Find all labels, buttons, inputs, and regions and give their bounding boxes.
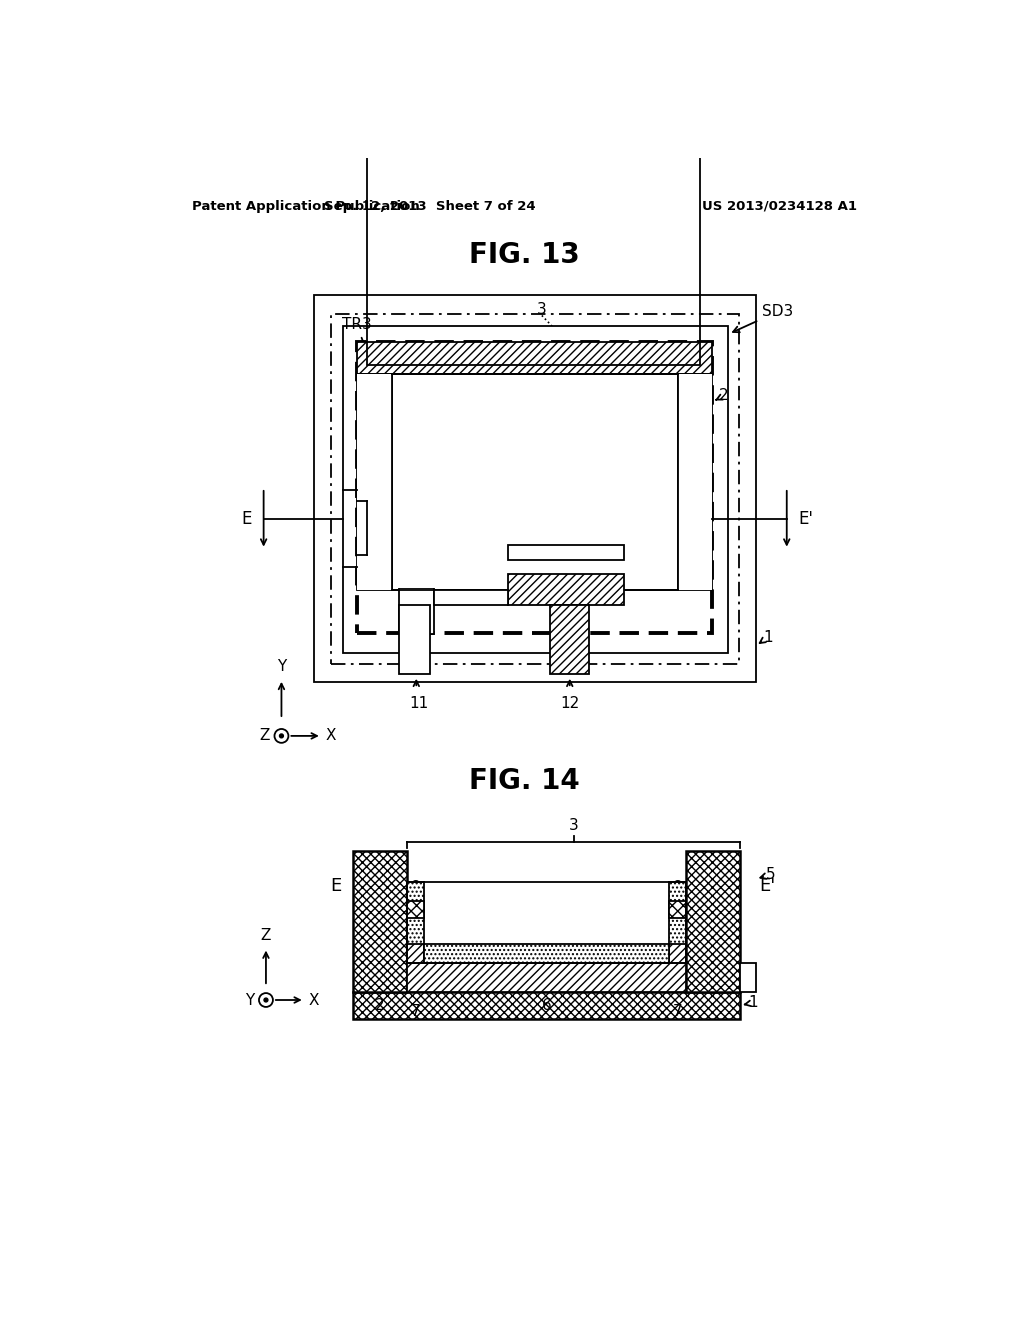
- Text: 2: 2: [375, 998, 385, 1012]
- Bar: [508, 574, 624, 605]
- Bar: [357, 342, 713, 374]
- Text: 8: 8: [673, 879, 682, 895]
- Bar: [331, 314, 738, 664]
- Text: FIG. 13: FIG. 13: [469, 240, 581, 269]
- Text: Y: Y: [245, 993, 254, 1007]
- Bar: [424, 882, 669, 944]
- Text: E': E': [799, 510, 813, 528]
- Bar: [314, 296, 756, 682]
- Bar: [678, 374, 713, 590]
- Bar: [352, 851, 407, 993]
- Bar: [399, 605, 430, 675]
- Text: 3: 3: [537, 302, 547, 317]
- Bar: [740, 964, 756, 993]
- Text: FIG. 14: FIG. 14: [469, 767, 581, 795]
- Text: 4: 4: [563, 590, 573, 605]
- Bar: [669, 902, 686, 919]
- Bar: [391, 374, 678, 590]
- Bar: [407, 902, 424, 919]
- Text: 1: 1: [748, 995, 758, 1010]
- Bar: [352, 993, 740, 1019]
- Bar: [407, 964, 686, 993]
- Text: SD3: SD3: [733, 304, 794, 333]
- Text: 9: 9: [669, 945, 678, 961]
- Bar: [424, 944, 669, 964]
- Text: 11: 11: [409, 696, 428, 711]
- Text: 3: 3: [568, 818, 579, 833]
- Bar: [434, 590, 508, 605]
- Text: Y: Y: [276, 659, 286, 675]
- Bar: [678, 374, 713, 590]
- Circle shape: [264, 998, 268, 1002]
- Text: 12: 12: [560, 696, 580, 711]
- Bar: [399, 589, 434, 635]
- Bar: [393, 376, 677, 589]
- Text: Z: Z: [261, 928, 271, 942]
- Text: TR3: TR3: [342, 317, 372, 351]
- Bar: [508, 545, 624, 561]
- Text: 7: 7: [673, 1003, 682, 1019]
- Text: E: E: [242, 510, 252, 528]
- Bar: [367, 103, 700, 364]
- Bar: [669, 882, 686, 964]
- Text: E: E: [330, 876, 341, 895]
- Text: Patent Application Publication: Patent Application Publication: [191, 199, 419, 213]
- Bar: [407, 882, 424, 944]
- Text: Sep. 12, 2013  Sheet 7 of 24: Sep. 12, 2013 Sheet 7 of 24: [325, 199, 536, 213]
- Bar: [343, 326, 728, 653]
- Text: X: X: [308, 993, 319, 1007]
- Text: 8: 8: [411, 879, 420, 895]
- Bar: [550, 605, 589, 675]
- Circle shape: [280, 734, 284, 738]
- Text: 2: 2: [719, 388, 728, 403]
- Bar: [357, 374, 391, 590]
- Text: US 2013/0234128 A1: US 2013/0234128 A1: [701, 199, 856, 213]
- Text: 5: 5: [766, 867, 775, 882]
- Text: 6: 6: [542, 998, 551, 1012]
- Text: E': E': [759, 876, 775, 895]
- Bar: [357, 342, 713, 632]
- Text: X: X: [326, 729, 336, 743]
- Text: 1: 1: [764, 630, 773, 645]
- Bar: [686, 851, 740, 993]
- Bar: [357, 374, 391, 590]
- Bar: [669, 882, 686, 944]
- Text: Z: Z: [259, 729, 270, 743]
- Text: 7: 7: [411, 1003, 420, 1019]
- Bar: [407, 882, 424, 964]
